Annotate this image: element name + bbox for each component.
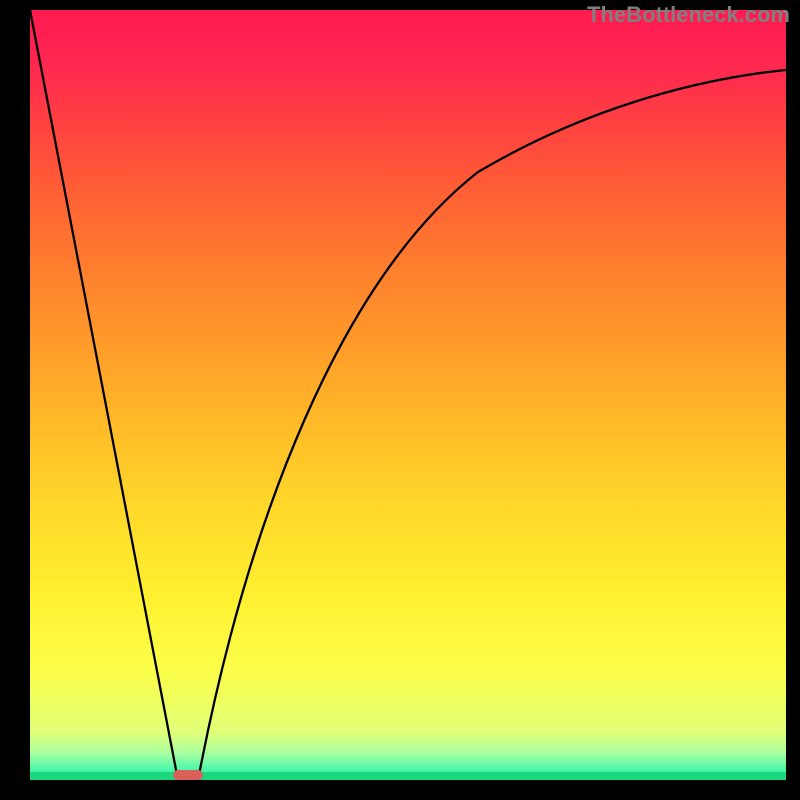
v-curve xyxy=(30,10,786,775)
notch-marker xyxy=(173,770,203,780)
green-baseline-stripe xyxy=(30,772,786,780)
chart-svg-overlay xyxy=(0,0,800,800)
watermark-text: TheBottleneck.com xyxy=(587,2,790,28)
